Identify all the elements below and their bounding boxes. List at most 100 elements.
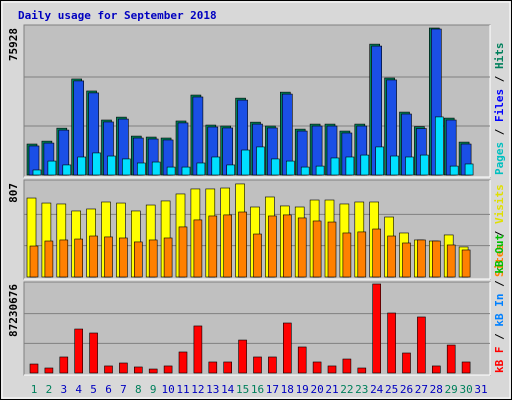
bar <box>29 363 39 374</box>
bar <box>312 361 322 374</box>
x-tick-label: 3 <box>60 383 67 396</box>
bar <box>119 362 128 374</box>
bar <box>32 169 42 176</box>
x-tick-label: 5 <box>90 383 97 396</box>
bar <box>268 215 277 278</box>
x-tick-label: 10 <box>161 383 174 396</box>
x-tick-label: 13 <box>206 383 219 396</box>
bar <box>151 161 161 176</box>
bar <box>166 166 176 176</box>
bar <box>357 367 367 374</box>
bar <box>253 233 262 278</box>
bar <box>420 154 429 176</box>
bar <box>342 232 352 278</box>
x-tick-label: 19 <box>296 383 309 396</box>
bar <box>89 235 98 278</box>
bar <box>92 152 101 176</box>
bar <box>387 235 396 278</box>
legend-entry: Sites <box>493 244 506 277</box>
bar <box>241 149 250 176</box>
x-tick-label: 8 <box>135 383 142 396</box>
bar <box>431 240 441 278</box>
bar <box>29 245 39 278</box>
bar <box>238 339 247 374</box>
bar <box>372 228 382 278</box>
bar <box>256 146 265 176</box>
legend-entry: Files <box>493 89 506 122</box>
x-tick-label: 14 <box>221 383 235 396</box>
bar <box>282 214 292 278</box>
x-tick-label: 17 <box>266 383 279 396</box>
bar <box>59 239 69 278</box>
x-tick-label: 29 <box>445 383 458 396</box>
legend: kB F / kB In / kB Out <box>493 234 506 373</box>
bar <box>223 361 232 374</box>
x-tick-label: 9 <box>150 383 157 396</box>
bar <box>402 242 411 278</box>
bar <box>122 158 131 176</box>
bar <box>208 361 218 374</box>
bar <box>285 160 295 176</box>
bar <box>208 215 218 278</box>
bar <box>211 156 221 176</box>
bar <box>431 365 441 374</box>
x-tick-label: 27 <box>415 383 428 396</box>
bar <box>387 312 396 374</box>
legend-entry: kB F <box>493 347 506 374</box>
x-tick-label: 15 <box>236 383 249 396</box>
y-tick-label: 75928 <box>7 28 20 61</box>
x-tick-label: 1 <box>31 383 38 396</box>
x-tick-label: 18 <box>281 383 294 396</box>
x-tick-label: 26 <box>400 383 413 396</box>
bar <box>449 165 459 176</box>
bar <box>357 231 367 278</box>
y-tick-label: 807 <box>7 183 20 203</box>
x-tick-label: 31 <box>474 383 487 396</box>
bar <box>327 365 337 374</box>
bar <box>74 238 83 278</box>
bar <box>417 316 426 374</box>
bar <box>446 244 456 278</box>
bar <box>446 344 456 374</box>
bar <box>107 155 116 176</box>
legend-entry: Hits <box>493 43 506 70</box>
legend-separator: / <box>493 122 506 142</box>
bar <box>74 328 83 374</box>
legend-separator: / <box>493 274 506 294</box>
bar <box>342 358 352 374</box>
bar <box>297 217 307 278</box>
x-tick-label: 12 <box>191 383 204 396</box>
bar <box>163 365 173 374</box>
legend-separator: / <box>493 69 506 89</box>
x-tick-label: 20 <box>310 383 323 396</box>
bar <box>77 156 86 176</box>
bar <box>390 155 399 176</box>
x-tick-label: 28 <box>430 383 443 396</box>
x-tick-label: 11 <box>176 383 189 396</box>
bar <box>282 322 292 374</box>
legend-entry: Pages <box>493 142 506 175</box>
bar <box>47 160 57 176</box>
bar <box>104 365 113 374</box>
bar <box>464 163 474 176</box>
bar <box>434 116 444 176</box>
bar <box>163 237 173 278</box>
bar <box>148 368 158 374</box>
legend-separator: / <box>493 224 506 244</box>
bar <box>268 356 277 374</box>
legend-entry: kB Out <box>493 234 506 274</box>
bar <box>223 214 232 278</box>
bar <box>134 241 143 278</box>
x-tick-label: 7 <box>120 383 127 396</box>
bar <box>178 351 188 374</box>
bar <box>44 240 54 278</box>
bar <box>330 157 340 176</box>
bar <box>119 237 128 278</box>
bar <box>178 226 188 278</box>
x-tick-label: 16 <box>251 383 264 396</box>
bar <box>193 325 203 374</box>
bar <box>44 367 54 374</box>
x-tick-label: 25 <box>385 383 398 396</box>
bar <box>226 164 235 176</box>
bar <box>417 239 426 278</box>
